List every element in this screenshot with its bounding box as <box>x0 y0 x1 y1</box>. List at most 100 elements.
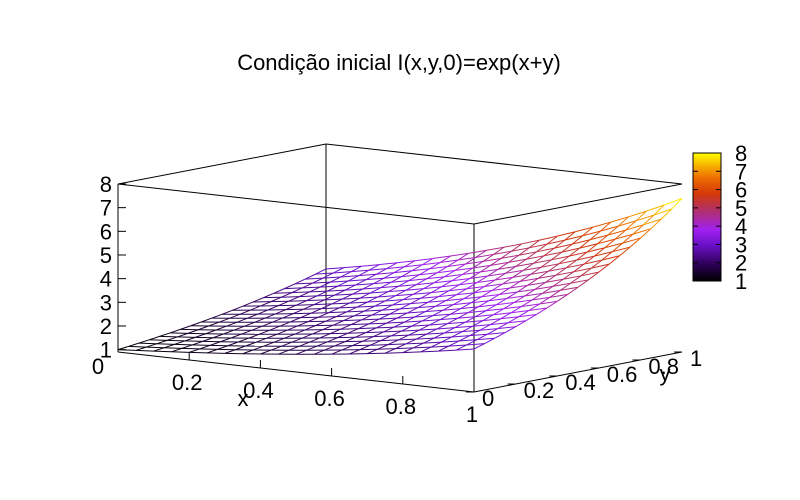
mesh-segment <box>319 281 331 288</box>
mesh-segment <box>435 304 454 307</box>
mesh-segment <box>531 296 550 301</box>
mesh-segment <box>466 343 485 346</box>
mesh-segment <box>402 293 414 301</box>
mesh-segment <box>135 346 147 351</box>
colorbar-tick-label: 4 <box>735 214 747 239</box>
mesh-segment <box>478 300 490 308</box>
mesh-segment <box>493 246 505 255</box>
mesh-segment <box>505 266 517 274</box>
mesh-segment <box>284 333 295 339</box>
mesh-segment <box>622 237 641 244</box>
mesh-segment <box>539 296 551 305</box>
mesh-segment <box>392 303 411 306</box>
mesh-segment <box>414 315 433 318</box>
mesh-segment <box>309 337 320 343</box>
mesh-segment <box>499 291 518 295</box>
mesh-segment <box>414 311 426 318</box>
mesh-segment <box>401 329 420 332</box>
mesh-segment <box>383 330 402 333</box>
mesh-segment <box>347 332 366 334</box>
mesh-segment <box>546 300 558 309</box>
mesh-segment <box>306 295 318 302</box>
mesh-segment <box>437 269 456 274</box>
mesh-segment <box>419 268 431 276</box>
z-tick-label: 1 <box>100 338 112 363</box>
mesh-segment <box>404 316 416 323</box>
mesh-segment <box>515 258 527 267</box>
y-tick-label: 0.4 <box>565 370 596 395</box>
mesh-segment <box>487 272 506 277</box>
mesh-segment <box>361 318 380 321</box>
mesh-segment <box>181 344 193 349</box>
mesh-segment <box>476 333 488 341</box>
x-axis-line <box>117 351 475 393</box>
mesh-segment <box>394 270 413 274</box>
bounding-box-front <box>117 351 683 393</box>
mesh-segment <box>128 342 139 347</box>
mesh-segment <box>560 286 579 291</box>
mesh-segment <box>226 321 237 327</box>
mesh-segment <box>355 332 367 338</box>
mesh-segment <box>454 263 466 271</box>
mesh-segment <box>546 235 558 245</box>
mesh-segment <box>371 309 383 316</box>
mesh-segment <box>469 271 481 279</box>
mesh-segment <box>573 267 592 273</box>
mesh-segment <box>423 341 442 344</box>
mesh-segment <box>386 321 405 324</box>
mesh-segment <box>473 343 485 350</box>
mesh-segment <box>419 272 438 276</box>
mesh-segment <box>612 246 631 253</box>
mesh-segment <box>549 293 568 298</box>
mesh-segment <box>441 336 453 343</box>
surface-mesh <box>117 197 683 355</box>
mesh-segment <box>352 288 364 295</box>
mesh-segment <box>500 312 512 320</box>
mesh-segment <box>479 328 498 331</box>
mesh-segment <box>327 337 338 343</box>
mesh-segment <box>350 265 362 273</box>
mesh-segment <box>562 271 574 280</box>
mesh-segment <box>330 328 341 335</box>
mesh-segment <box>353 314 372 317</box>
mesh-segment <box>402 347 414 354</box>
mesh-segment <box>422 258 434 266</box>
mesh-segment <box>591 259 603 269</box>
mesh-segment <box>561 247 580 253</box>
mesh-segment <box>545 274 557 283</box>
mesh-segment <box>522 262 534 271</box>
mesh-segment <box>405 284 417 291</box>
mesh-segment <box>509 280 521 289</box>
mesh-segment <box>482 318 501 322</box>
mesh-segment <box>395 289 407 297</box>
mesh-segment <box>468 310 487 314</box>
mesh-segment <box>432 313 451 317</box>
mesh-segment <box>344 336 356 343</box>
mesh-segment <box>628 210 647 218</box>
mesh-segment <box>435 300 447 307</box>
mesh-segment <box>444 331 463 334</box>
mesh-segment <box>325 267 344 270</box>
mesh-segment <box>428 300 447 303</box>
mesh-segment <box>128 345 147 348</box>
mesh-segment <box>373 277 385 285</box>
mesh-segment <box>516 284 528 293</box>
z-tick-label: 7 <box>100 196 112 221</box>
mesh-segment <box>379 262 398 266</box>
mesh-segment <box>264 313 276 319</box>
mesh-segment <box>315 272 334 275</box>
mesh-segment <box>335 311 347 318</box>
mesh-segment <box>509 284 528 289</box>
mesh-segment <box>291 291 310 294</box>
mesh-segment <box>559 282 571 291</box>
mesh-segment <box>413 292 432 295</box>
mesh-segment <box>439 313 451 321</box>
mesh-segment <box>643 214 655 226</box>
mesh-segment <box>206 348 218 354</box>
mesh-segment <box>171 351 190 353</box>
mesh-segment <box>232 305 243 311</box>
mesh-segment <box>580 271 599 277</box>
mesh-segment <box>201 317 212 323</box>
mesh-segment <box>321 303 333 310</box>
mesh-segment <box>427 296 439 303</box>
